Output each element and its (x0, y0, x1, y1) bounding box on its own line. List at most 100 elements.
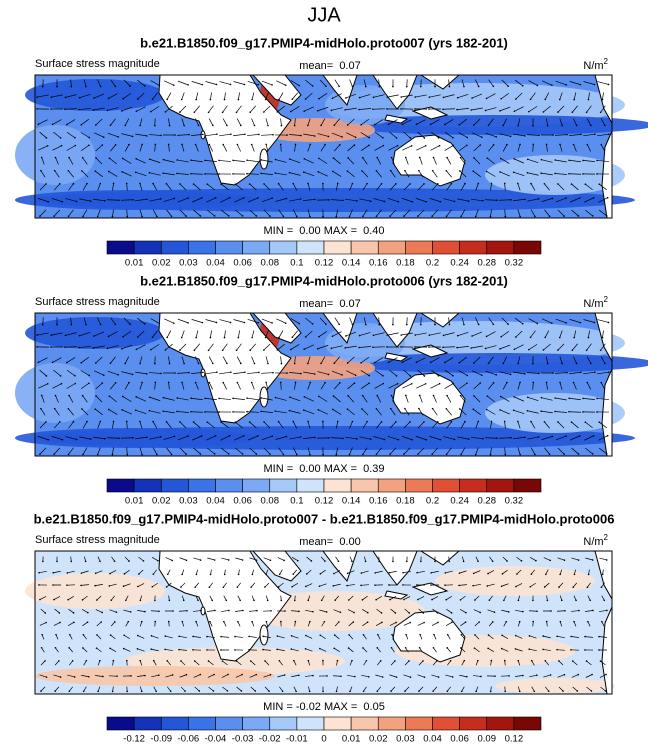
wind-vector (208, 118, 214, 126)
vector-head (502, 124, 505, 127)
wind-vector (389, 674, 397, 678)
wind-vector (376, 157, 382, 165)
wind-vector (499, 106, 511, 112)
vector-head (280, 599, 283, 602)
wind-vector (206, 435, 216, 441)
vector-head (88, 136, 91, 139)
vector-head (221, 349, 224, 352)
vector-head (532, 143, 535, 146)
vector-head (58, 612, 61, 614)
vector-head (507, 323, 509, 325)
wind-vector (517, 118, 521, 126)
wind-vector (124, 144, 130, 152)
wind-vector (250, 686, 256, 692)
wind-vector (209, 144, 213, 152)
wind-vector (570, 197, 580, 203)
wind-vector (53, 674, 61, 678)
wind-vector (168, 356, 170, 364)
wind-vector (139, 382, 143, 390)
vector-head (278, 573, 281, 576)
wind-vector (335, 209, 339, 217)
vector-head (451, 621, 453, 624)
wind-vector (93, 331, 105, 337)
vector-head (480, 675, 482, 678)
vector-head (328, 437, 330, 439)
wind-vector (126, 183, 128, 191)
vector-head (89, 200, 92, 202)
wind-vector (473, 395, 481, 403)
vector-head (141, 143, 143, 146)
wind-vector (431, 209, 439, 217)
vector-head (552, 134, 554, 136)
vector-head (346, 572, 349, 575)
vector-head (411, 200, 414, 203)
vector-head (418, 156, 421, 159)
vector-head (526, 171, 529, 174)
vector-head (348, 634, 350, 636)
wind-vector (95, 170, 103, 178)
wind-vector (513, 371, 525, 375)
vector-head (270, 610, 272, 612)
wind-vector (389, 369, 397, 377)
vector-head (292, 182, 295, 185)
vector-head (265, 620, 268, 623)
wind-vector (529, 648, 537, 652)
wind-vector (516, 569, 522, 575)
wind-vector (501, 648, 509, 652)
vector-head (107, 335, 110, 338)
vector-head (423, 137, 426, 139)
wind-vector (555, 372, 567, 374)
wind-vector (251, 382, 255, 390)
wind-vector (448, 79, 450, 87)
vector-head (368, 136, 371, 139)
colorbar-box (432, 240, 460, 255)
wind-vector (444, 131, 454, 139)
vector-head (38, 571, 40, 574)
vector-head (354, 374, 357, 377)
vector-head (54, 394, 57, 397)
vector-head (404, 407, 406, 410)
wind-vector (431, 369, 439, 377)
vector-head (40, 394, 43, 397)
colorbar-label: 0.08 (261, 258, 280, 269)
wind-vector (112, 686, 114, 692)
wind-vector (222, 118, 228, 126)
vector-head (459, 599, 462, 601)
vector-head (38, 584, 40, 586)
wind-vector (555, 397, 567, 401)
wind-vector (137, 317, 145, 325)
vector-head (148, 396, 151, 399)
vector-head (272, 133, 274, 136)
wind-vector (207, 610, 215, 612)
wind-vector (265, 569, 269, 575)
vector-head (176, 172, 178, 175)
field-patch (335, 115, 648, 135)
wind-vector (123, 317, 131, 325)
wind-vector (152, 209, 158, 217)
wind-vector (234, 435, 244, 441)
wind-vector (66, 369, 76, 377)
wind-vector (515, 635, 523, 639)
wind-vector (68, 408, 74, 416)
vector-head (295, 215, 298, 218)
wind-vector (149, 134, 161, 136)
wind-vector (475, 660, 479, 666)
vector-head (587, 620, 589, 623)
wind-vector (416, 383, 426, 389)
vector-head (113, 621, 116, 623)
wind-vector (405, 647, 409, 653)
wind-vector (432, 660, 438, 666)
vector-head (360, 123, 362, 126)
vector-head (85, 323, 87, 326)
vector-head (556, 635, 558, 638)
vector-head (318, 395, 320, 398)
vector-head (169, 690, 172, 692)
wind-vector (294, 356, 296, 364)
colorbar-box (486, 478, 515, 493)
colorbar-box (459, 478, 488, 493)
wind-vector (163, 159, 175, 163)
wind-vector (515, 92, 523, 100)
vector-head (351, 659, 353, 662)
wind-vector (66, 357, 76, 363)
